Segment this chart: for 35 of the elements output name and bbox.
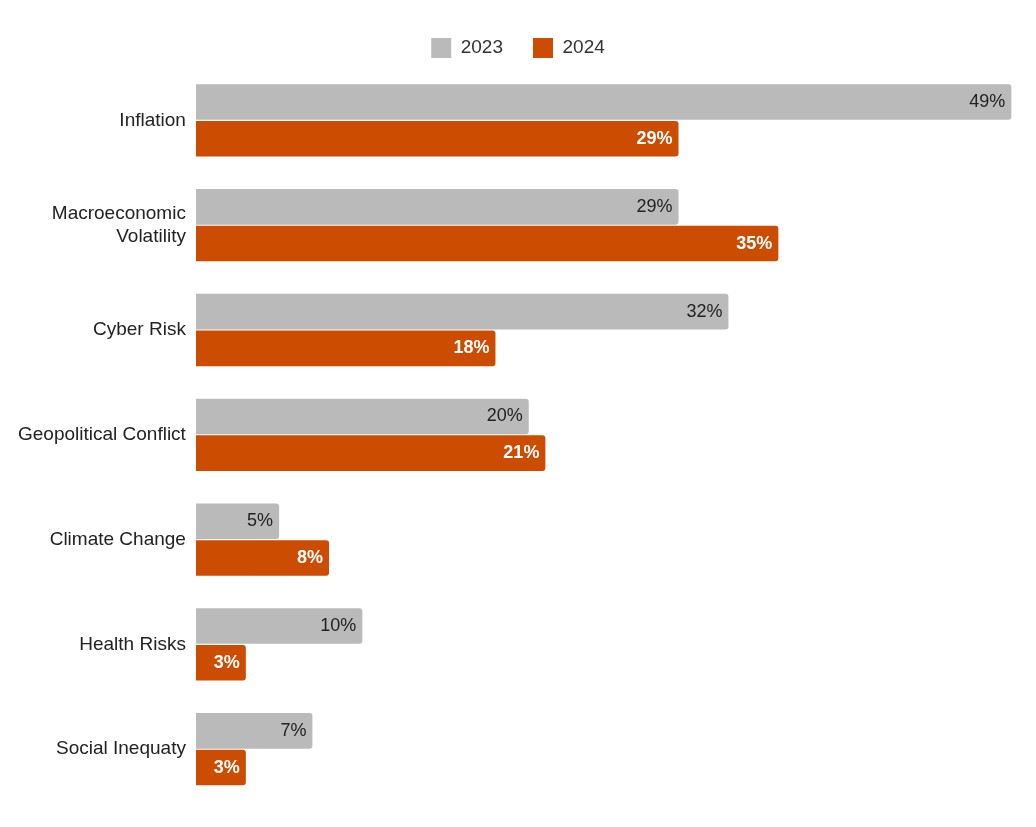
bar	[195, 330, 496, 367]
legend-label: 2023	[460, 36, 504, 58]
y-tick-label: Climate Change	[49, 527, 186, 549]
y-tick-label: Inflation	[119, 108, 186, 130]
bar	[195, 398, 529, 435]
data-label: 49%	[969, 91, 1006, 112]
bar	[195, 503, 280, 540]
data-label: 5%	[247, 510, 274, 531]
y-tick-label: Macroeconomic Volatility	[51, 202, 187, 246]
data-label: 20%	[486, 405, 523, 426]
data-label: 3%	[213, 651, 240, 672]
bar	[195, 189, 679, 225]
bar	[195, 120, 679, 157]
data-label: 32%	[686, 300, 723, 321]
data-label: 29%	[636, 195, 673, 216]
bar	[195, 84, 1012, 120]
data-label: 21%	[503, 442, 540, 463]
data-label: 29%	[636, 127, 673, 148]
bar	[195, 293, 729, 330]
bar	[195, 540, 330, 576]
data-label: 10%	[320, 615, 357, 636]
bar	[195, 225, 779, 262]
y-tick-label: Cyber Risk	[93, 318, 187, 340]
y-tick-label: Health Risks	[79, 632, 186, 654]
legend-label: 2024	[562, 36, 606, 58]
bar	[195, 608, 363, 644]
data-label: 3%	[213, 756, 240, 777]
bar	[195, 713, 313, 749]
data-label: 8%	[297, 546, 324, 567]
y-tick-label: Social Inequaty	[55, 737, 187, 759]
data-label: 7%	[280, 719, 307, 740]
data-label: 18%	[453, 337, 490, 358]
y-tick-label: Geopolitical Conflict	[17, 423, 187, 445]
data-label: 35%	[736, 232, 773, 253]
bar	[195, 435, 546, 471]
